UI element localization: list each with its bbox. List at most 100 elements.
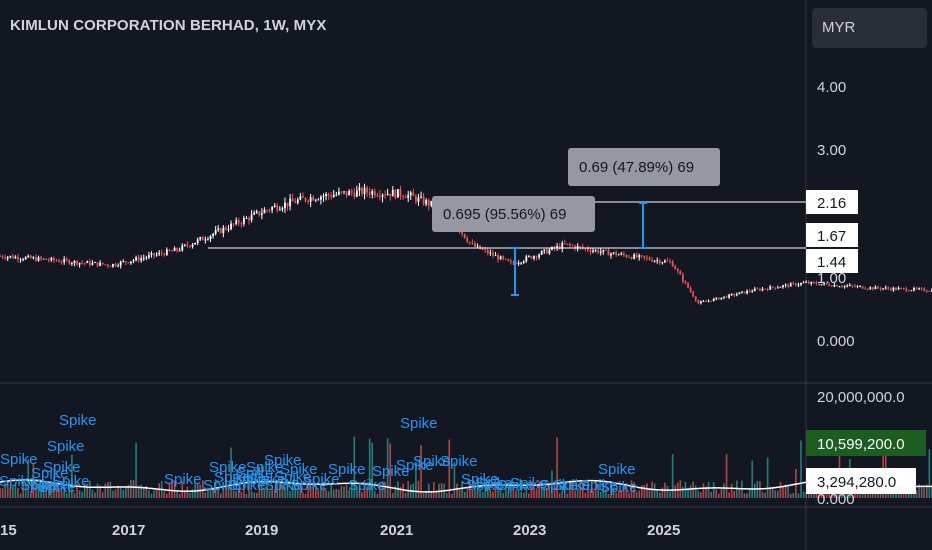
candle-body [502, 256, 505, 259]
candle-body [666, 260, 669, 262]
candle-body [774, 287, 777, 289]
volume-bar [304, 493, 307, 498]
candle-body [625, 255, 628, 258]
volume-bar [232, 490, 235, 498]
candle-body [748, 290, 751, 292]
volume-bar [12, 486, 14, 498]
candle-body [694, 296, 697, 301]
candle-body [707, 300, 710, 302]
volume-bar [641, 485, 643, 498]
volume-bar [584, 492, 587, 498]
currency-button[interactable]: MYR [812, 8, 927, 48]
candle-body [794, 283, 797, 286]
volume-bar [653, 483, 656, 498]
spike-label: Spike [0, 451, 38, 468]
volume-bar [353, 436, 356, 498]
candle-body [887, 287, 890, 289]
volume-bar [330, 483, 332, 498]
volume-bar [173, 480, 176, 498]
candle-body [353, 192, 356, 197]
candle-body [476, 245, 479, 247]
candle-body [368, 192, 371, 195]
volume-bar [656, 489, 659, 498]
time-axis[interactable]: 15 2017 2019 2021 2023 2025 [0, 522, 680, 539]
volume-bar [191, 489, 194, 498]
volume-bar [76, 484, 78, 498]
candle-body [620, 253, 623, 255]
volume-bar [4, 483, 6, 498]
candle-body [656, 260, 659, 262]
drawings-layer[interactable]: 0.695 (95.56%) 69 0.69 (47.89%) 69 [208, 148, 806, 296]
candle-body [91, 262, 94, 265]
candle-body [468, 241, 471, 243]
candle-body [207, 239, 209, 240]
volume-bar [199, 484, 202, 498]
volume-bar [561, 487, 564, 498]
candle-body [684, 281, 687, 283]
volume-bar [101, 492, 104, 498]
candle-body [566, 243, 569, 245]
volume-bar [533, 486, 535, 498]
volume-bar [207, 487, 209, 498]
candle-body [70, 263, 73, 264]
volume-bar [928, 449, 931, 498]
candle-body [481, 249, 484, 250]
volume-bar [40, 484, 42, 498]
candle-body [255, 211, 258, 213]
candle-body [253, 212, 256, 215]
volume-bar [273, 489, 276, 498]
candle-body [789, 283, 792, 287]
candle-body [222, 227, 225, 234]
candle-body [373, 191, 376, 196]
candle-body [764, 288, 766, 290]
candle-body [101, 262, 104, 265]
volume-bar [671, 454, 674, 498]
volume-bar [1, 488, 4, 498]
candle-body [579, 246, 582, 247]
volume-bar [530, 481, 533, 498]
volume-bar [469, 481, 471, 498]
candle-body [574, 245, 576, 249]
candle-body [117, 265, 119, 267]
volume-bar [633, 482, 635, 498]
candle-body [735, 294, 738, 296]
volume-bar [150, 493, 153, 498]
volume-bar [368, 438, 371, 498]
volume-bar [363, 480, 366, 498]
volume-value-label: 10,599,200.0 [817, 436, 905, 453]
candle-body [607, 250, 610, 256]
candle-body [599, 251, 602, 253]
volume-bar [610, 481, 612, 498]
candle-body [681, 274, 684, 282]
volume-bar [404, 492, 407, 498]
volume-bar [137, 485, 140, 498]
candle-body [658, 260, 661, 264]
volume-bar [802, 491, 805, 498]
candle-body [158, 252, 161, 255]
candle-body [337, 191, 340, 195]
time-tick-label: 2021 [380, 522, 413, 539]
candle-body [792, 283, 795, 285]
spike-label: Spike [475, 475, 513, 492]
volume-bar [764, 492, 766, 498]
candle-body [671, 261, 674, 267]
volume-bar [335, 488, 338, 498]
volume-bar [430, 491, 433, 498]
volume-bar [127, 484, 130, 498]
volume-bar [576, 488, 579, 498]
candle-body [499, 256, 502, 260]
candle-body [851, 285, 854, 286]
volume-bar [451, 493, 453, 498]
candle-body [63, 258, 66, 263]
candle-body [479, 245, 481, 250]
candle-body [869, 287, 872, 289]
volume-bar [371, 442, 374, 498]
candle-body [527, 256, 530, 258]
candle-body [699, 301, 702, 304]
time-tick-label: 2019 [245, 522, 278, 539]
candle-body [902, 288, 905, 289]
price-axis[interactable]: 4.00 3.00 1.00 0.000 2.16 1.67 1.44 20,000,000.… [806, 79, 926, 508]
volume-bar [594, 481, 597, 498]
candle-body [874, 286, 877, 290]
